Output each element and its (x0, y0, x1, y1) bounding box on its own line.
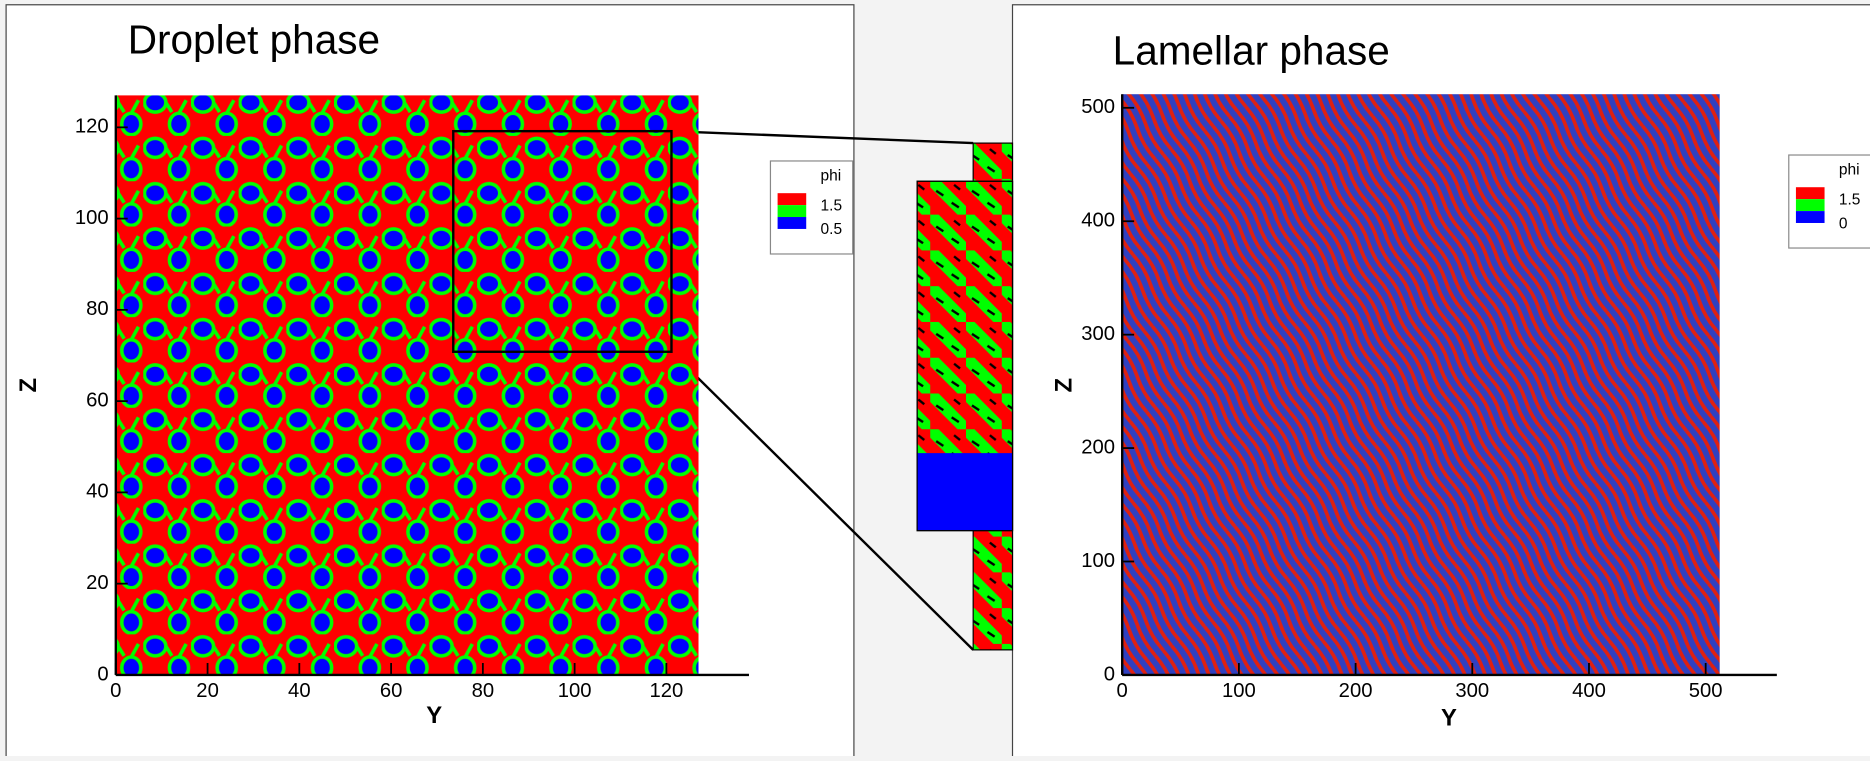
x-tick-label: 200 (1339, 680, 1373, 702)
panel-title: Droplet phase (128, 17, 380, 63)
zoom-image (917, 453, 1012, 531)
legend-swatch (1796, 211, 1825, 223)
x-tick-label: 0 (110, 680, 121, 702)
legend-label: 1.5 (1839, 191, 1861, 208)
legend-title: phi (821, 168, 842, 185)
y-axis-label: Z (15, 378, 42, 393)
x-axis-label: Y (426, 702, 442, 729)
y-tick-label: 500 (1081, 96, 1115, 118)
x-tick-label: 100 (558, 680, 592, 702)
y-tick-label: 0 (97, 663, 108, 685)
y-tick-label: 120 (75, 116, 109, 138)
x-tick-label: 120 (649, 680, 683, 702)
y-tick-label: 60 (86, 389, 109, 411)
x-tick-label: 0 (1117, 680, 1128, 702)
y-tick-label: 300 (1081, 323, 1115, 345)
x-tick-label: 20 (196, 680, 219, 702)
legend-swatch (1796, 199, 1825, 211)
x-tick-label: 60 (380, 680, 403, 702)
y-tick-label: 100 (1081, 550, 1115, 572)
x-tick-label: 100 (1222, 680, 1256, 702)
legend-swatch (1796, 187, 1825, 199)
x-tick-label: 80 (472, 680, 495, 702)
x-tick-label: 40 (288, 680, 311, 702)
figure: Droplet phase 0 20 40 60 80 100 120 0 20 40 60 80 100… (0, 0, 1870, 756)
y-tick-label: 0 (1104, 663, 1115, 685)
x-axis-label: Y (1441, 704, 1457, 731)
legend-swatch (778, 217, 807, 229)
legend-title: phi (1839, 162, 1860, 179)
x-tick-label: 300 (1455, 680, 1489, 702)
y-tick-label: 80 (86, 298, 109, 320)
y-tick-label: 400 (1081, 210, 1115, 232)
legend-label: 1.5 (821, 197, 843, 214)
panel-title: Lamellar phase (1113, 27, 1390, 73)
y-tick-label: 200 (1081, 436, 1115, 458)
legend-swatch (778, 205, 807, 217)
legend-label: 0 (1839, 215, 1848, 232)
y-tick-label: 100 (75, 207, 109, 229)
x-tick-label: 400 (1572, 680, 1606, 702)
legend-label: 0.5 (821, 221, 843, 238)
legend-swatch (778, 193, 807, 205)
field (1122, 94, 1719, 675)
y-tick-label: 20 (86, 572, 109, 594)
y-axis-label: Z (1050, 378, 1077, 393)
y-tick-label: 40 (86, 481, 109, 503)
field (116, 95, 699, 675)
x-tick-label: 500 (1689, 680, 1723, 702)
